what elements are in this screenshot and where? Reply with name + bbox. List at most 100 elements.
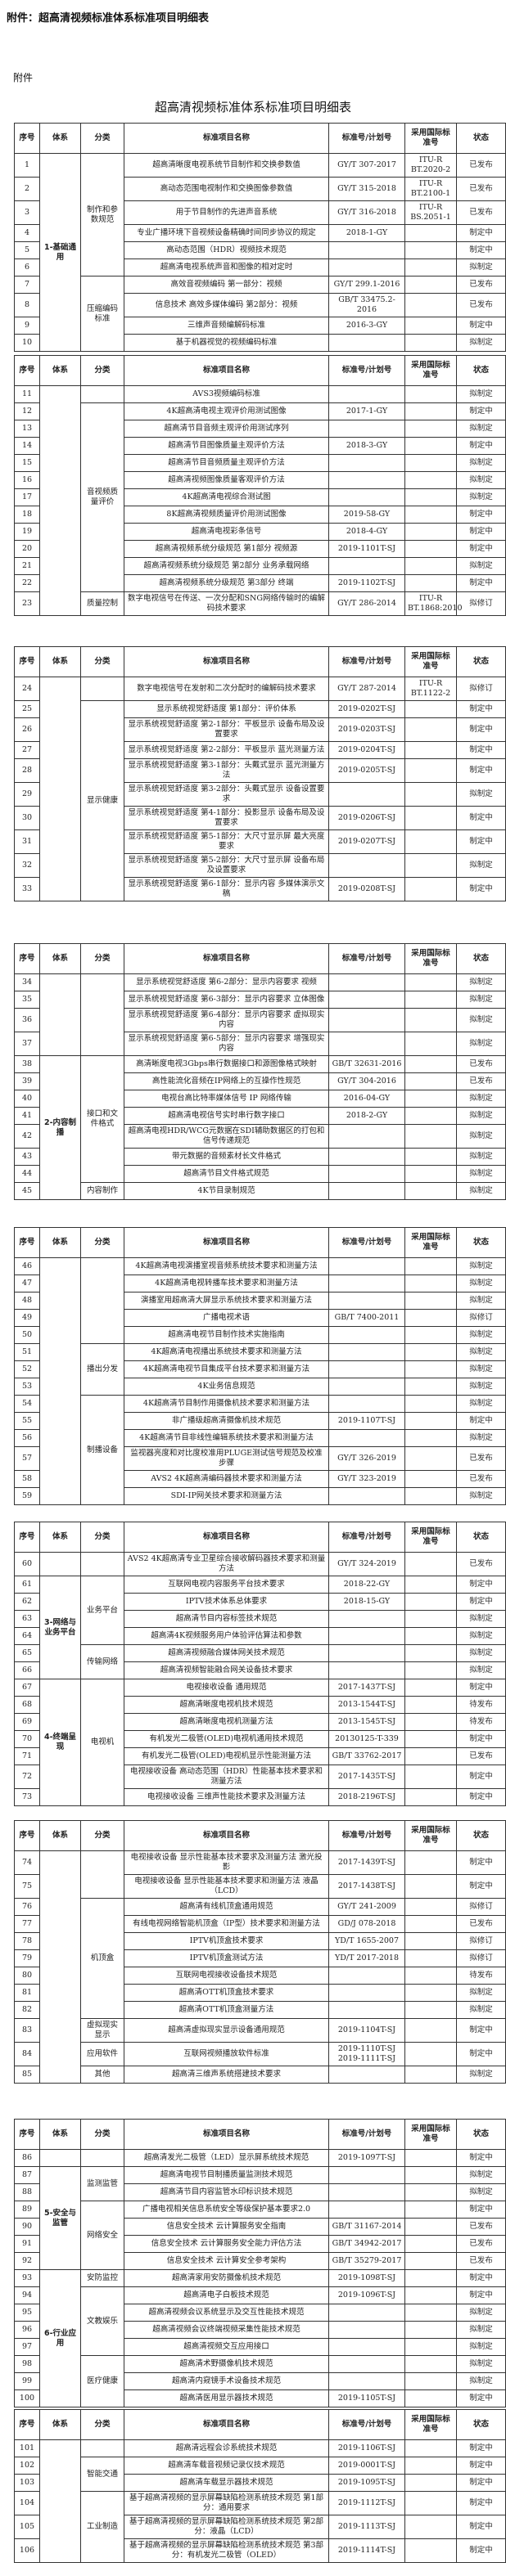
standard-code (328, 1644, 405, 1662)
standard-code (328, 1661, 405, 1679)
international-standard: ITU-R BT.2100-1 (404, 177, 457, 201)
header-no: 序号 (14, 355, 40, 386)
international-standard (404, 741, 457, 759)
row-number: 8 (14, 293, 40, 317)
standard-code (328, 1182, 405, 1200)
standard-code: 2018-1-GY (328, 224, 405, 242)
header-intl: 采用国际标准号 (404, 1820, 457, 1851)
standard-code: GY/T 299.1-2016 (328, 276, 405, 294)
status-cell: 已发布 (456, 2235, 506, 2253)
international-standard (404, 2018, 457, 2043)
standard-code (328, 1032, 405, 1056)
standard-code: 2019-1096T-SJ (328, 2286, 405, 2304)
category-cell: 机顶盒 (80, 1898, 124, 2019)
standard-code (328, 1326, 405, 1344)
header-code: 标准号/计划号 (328, 355, 405, 386)
table-row: 36 显示系统视觉舒适度 第6-4部分：显示内容要求 虚拟现实内容 拟制定 (14, 1008, 506, 1032)
standard-name: 有机发光二极管(OLED)电视机通用技术规范 (124, 1730, 329, 1748)
row-number: 81 (14, 1984, 40, 2002)
row-number: 27 (14, 741, 40, 759)
row-number: 62 (14, 1593, 40, 1611)
table-row: 67 4-终端呈现 电视机 电视接收设备 通用规范 2017-1437T-SJ 制定中 (14, 1679, 506, 1806)
international-standard (404, 506, 457, 524)
table-row: 91 信息安全技术 云计算服务安全能力评估方法 GB/T 34942-2017 已发布 (14, 2235, 506, 2253)
standard-name: 超高清晰度电视系统节目制作和交换参数值 (124, 153, 329, 178)
international-standard (404, 2389, 457, 2407)
row-number: 65 (14, 1644, 40, 1662)
header-no: 序号 (14, 1522, 40, 1553)
standard-code: 2019-58-GY (328, 506, 405, 524)
standard-code: 2019-1113T-SJ (328, 2515, 405, 2539)
status-cell: 制定中 (456, 2149, 506, 2167)
international-standard (404, 1874, 457, 1899)
standard-name: 超高清远程会诊系统技术规范 (124, 2439, 329, 2457)
category-cell: 压缩编码标准 (80, 276, 124, 352)
status-cell: 拟制定 (456, 1326, 506, 1344)
standard-code: 2018-2196T-SJ (328, 1788, 405, 1806)
status-cell: 已发布 (456, 1915, 506, 1933)
international-standard (404, 1644, 457, 1662)
table-row: 43 带元数据的音频素材长文件格式 拟制定 (14, 1148, 506, 1166)
standard-name: 超高清术野摄像机技术规范 (124, 2355, 329, 2373)
standard-name: 信息安全技术 云计算服务安全能力评估方法 (124, 2235, 329, 2253)
category-cell: 显示健康 (80, 700, 124, 901)
standard-name: 超高清节目图像质量主观评价方法 (124, 437, 329, 455)
standard-code: GY/T 316-2018 (328, 200, 405, 225)
header-code: 标准号/计划号 (328, 123, 405, 154)
status-cell: 制定中 (456, 2201, 506, 2219)
international-standard (404, 991, 457, 1009)
table-row: 5 高动态范围（HDR）视频技术规范 制定中 (14, 241, 506, 259)
table-row: 25 显示健康 显示系统视觉舒适度 第1部分：评价体系 2019-0202T-SJ 制定… (14, 700, 506, 901)
standard-name: 电视接收设备 三维声性能技术要求及测量方法 (124, 1788, 329, 1806)
status-cell: 制定中 (456, 2474, 506, 2492)
table-row: 37 显示系统视觉舒适度 第6-5部分：显示内容要求 增强现实内容 拟制定 (14, 1032, 506, 1056)
standard-name: 广播电视术语 (124, 1309, 329, 1327)
standard-name: 4K节目录制规范 (124, 1182, 329, 1200)
status-cell: 制定中 (456, 806, 506, 830)
international-standard (404, 1765, 457, 1789)
international-standard (404, 1487, 457, 1505)
table-row: 104 工业制造 基于超高清视频的显示屏幕缺陷检测系统技术规范 第1部分：通用要求 2… (14, 2491, 506, 2563)
header-code: 标准号/计划号 (328, 943, 405, 974)
row-number: 86 (14, 2149, 40, 2167)
row-number: 15 (14, 454, 40, 472)
system-cell: 5-安全与监管 (39, 2166, 81, 2270)
status-cell: 拟制定 (456, 1984, 506, 2002)
status-cell: 拟制定 (456, 1661, 506, 1679)
standard-code: GY/T 323-2019 (328, 1470, 405, 1488)
table-row: 86 超高清发光二极管（LED）显示屏系统技术规范 2019-1097T-SJ 制定中 (14, 2149, 506, 2167)
row-number: 51 (14, 1343, 40, 1361)
header-row: 序号 体系 分类 标准项目名称 标准号/计划号 采用国际标准号 状态 (14, 943, 506, 974)
row-number: 106 (14, 2538, 40, 2563)
header-no: 序号 (14, 943, 40, 974)
international-standard (404, 2439, 457, 2457)
international-standard (404, 1788, 457, 1806)
attachment-label: 附件 (13, 72, 34, 83)
standard-name: AVS2 4K超高清编码器技术要求和测量方法 (124, 1470, 329, 1488)
status-cell: 制定中 (456, 402, 506, 420)
status-cell: 制定中 (456, 317, 506, 335)
row-number: 26 (14, 717, 40, 742)
standard-code: 2019-1098T-SJ (328, 2269, 405, 2287)
table-row: 56 4K超高清节目非线性编辑系统技术要求和测量方法 拟制定 (14, 1429, 506, 1447)
row-number: 2 (14, 177, 40, 201)
table-row: 88 超高清节目内容监管水印标识技术规范 拟制定 (14, 2183, 506, 2201)
table-row: 97 超高清视频交互应用接口 拟制定 (14, 2338, 506, 2356)
system-cell: 6-行业应用 (39, 2269, 81, 2407)
header-intl: 采用国际标准号 (404, 2409, 457, 2440)
international-standard (404, 1610, 457, 1628)
standard-name: 超高清车载显示器技术规范 (124, 2474, 329, 2492)
standard-name: 电视接收设备 显示性能基本技术要求及测量方法 激光投影 (124, 1850, 329, 1875)
status-cell: 拟制定 (456, 782, 506, 807)
standard-code: 2019-1095T-SJ (328, 2474, 405, 2492)
status-cell: 制定中 (456, 2286, 506, 2304)
standard-code: 2019-0208T-SJ (328, 877, 405, 901)
header-row: 序号 体系 分类 标准项目名称 标准号/计划号 采用国际标准号 状态 (14, 1820, 506, 1851)
international-standard (404, 2183, 457, 2201)
standard-name: 超高清视频会议系统显示及交互性能技术规范 (124, 2304, 329, 2322)
standards-table-segment: 序号 体系 分类 标准项目名称 标准号/计划号 采用国际标准号 状态 86 超高清发光二极管（L… (14, 2119, 506, 2407)
row-number: 40 (14, 1090, 40, 1108)
row-number: 100 (14, 2389, 40, 2407)
international-standard (404, 1627, 457, 1645)
category-cell: 制作和参数规范 (80, 153, 124, 276)
